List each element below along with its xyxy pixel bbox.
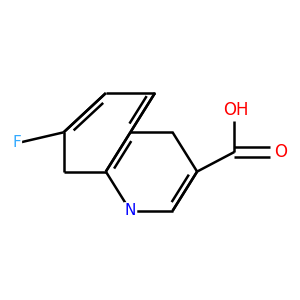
Text: F: F	[12, 135, 21, 150]
Text: OH: OH	[224, 100, 249, 118]
Text: N: N	[125, 203, 136, 218]
Text: O: O	[274, 143, 287, 161]
